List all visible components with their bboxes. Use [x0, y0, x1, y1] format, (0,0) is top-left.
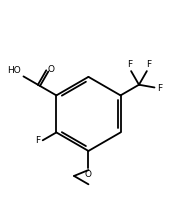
Text: HO: HO — [8, 66, 21, 75]
Text: F: F — [146, 60, 152, 69]
Text: F: F — [127, 60, 132, 69]
Text: F: F — [157, 84, 162, 93]
Text: O: O — [47, 65, 54, 74]
Text: O: O — [85, 170, 92, 179]
Text: F: F — [35, 136, 40, 145]
